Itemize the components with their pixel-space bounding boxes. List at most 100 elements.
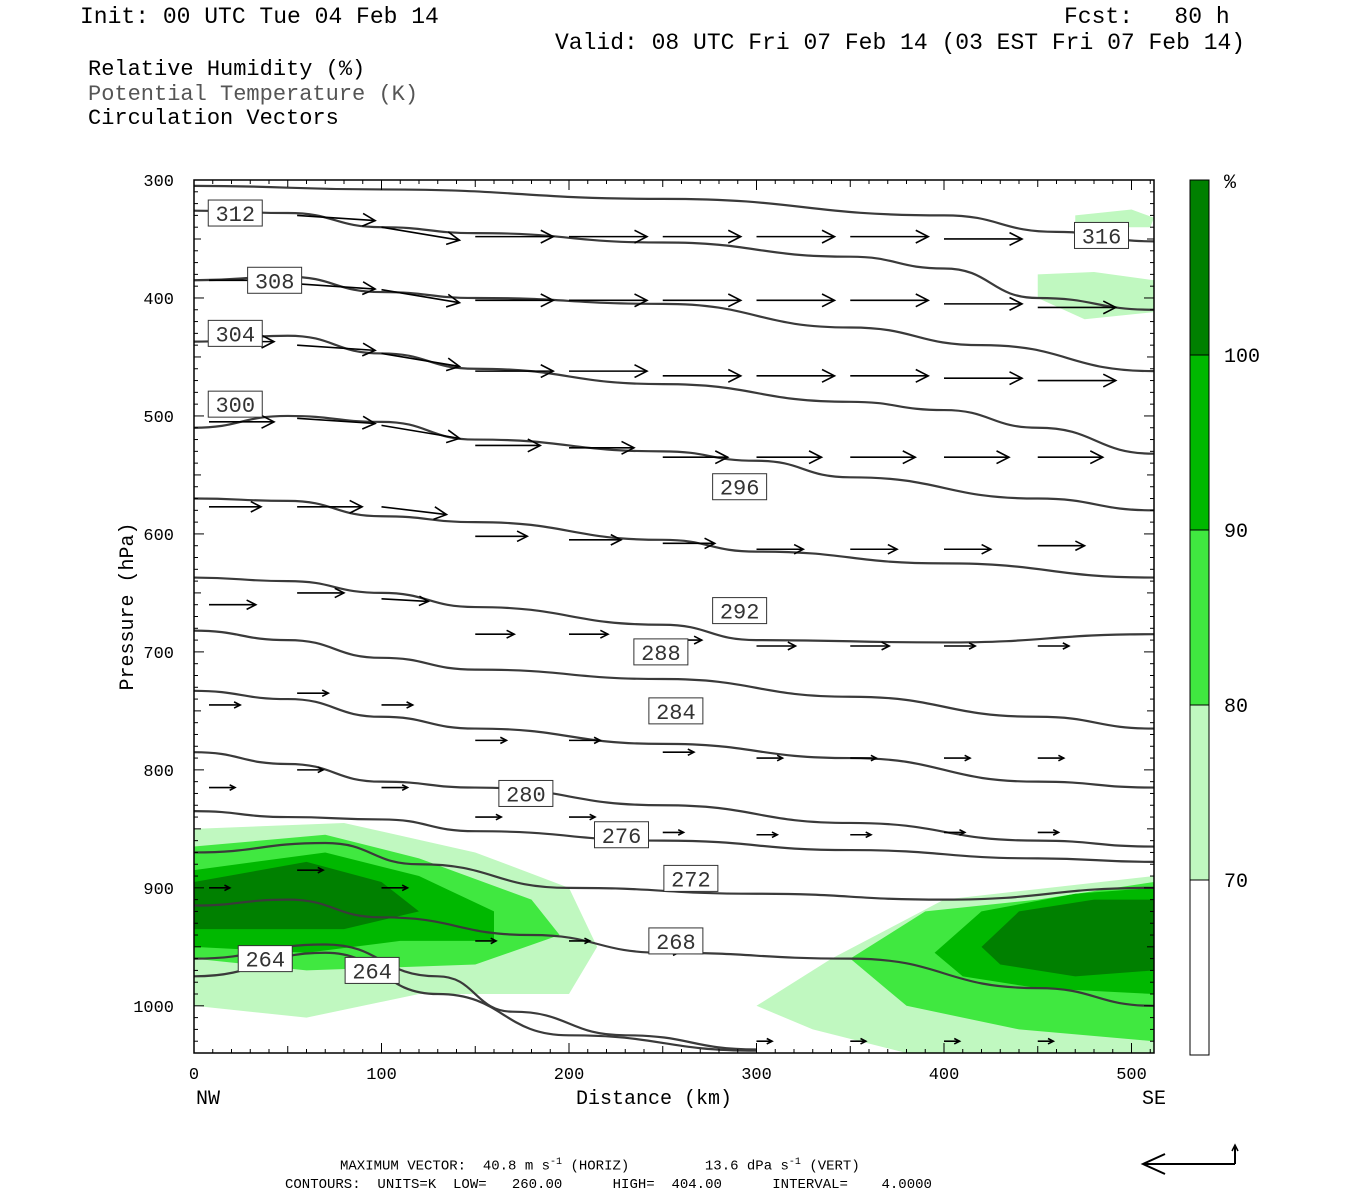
theta-contour-304	[194, 334, 1154, 455]
circulation-vector	[209, 784, 237, 791]
vector-head	[361, 212, 377, 227]
colorbar-unit: %	[1224, 172, 1237, 195]
init-time: Init: 00 UTC Tue 04 Feb 14	[80, 4, 439, 30]
x-tick-label: 200	[554, 1066, 585, 1085]
field-potential-temperature: Potential Temperature (K)	[88, 82, 419, 107]
circulation-vector	[756, 229, 837, 244]
contour-label-box	[594, 821, 649, 849]
contour-label-text: 276	[602, 825, 642, 850]
vector-shaft	[381, 598, 429, 603]
vector-head	[968, 642, 977, 650]
valid-time: Valid: 08 UTC Fri 07 Feb 14 (03 EST Fri …	[555, 30, 1246, 56]
circulation-vector	[381, 701, 415, 709]
vector-head	[808, 450, 824, 465]
contour-label-box	[712, 473, 768, 501]
theta-contour-300	[194, 414, 1154, 512]
vector-head	[361, 342, 377, 357]
vector-head	[793, 543, 806, 555]
circulation-vector	[756, 1037, 774, 1045]
circulation-vector	[297, 212, 377, 227]
contour-label-284: 284	[648, 697, 704, 726]
circulation-vector	[756, 293, 837, 308]
vector-head	[634, 293, 649, 308]
circulation-vector	[944, 543, 993, 555]
vector-head	[881, 641, 892, 651]
circulation-vector	[944, 450, 1011, 465]
y-tick-label: 1000	[133, 999, 174, 1018]
y-tick-label: 900	[143, 881, 174, 900]
circulation-vector	[381, 884, 410, 892]
vector-head	[981, 543, 993, 555]
vector-head	[261, 414, 276, 429]
contour-label-text: 264	[245, 949, 285, 974]
max-vector-note: MAXIMUM VECTOR: 40.8 m s-1 (HORIZ) 13.6 …	[340, 1158, 860, 1174]
circulation-vector	[756, 641, 798, 651]
vector-shaft	[381, 288, 460, 304]
y-tick-label: 600	[143, 527, 174, 546]
vector-head	[771, 831, 780, 839]
y-axis-label: Pressure (hPa)	[117, 522, 140, 690]
contour-label-308: 308	[247, 266, 303, 295]
y-tick-label: 700	[143, 645, 174, 664]
vector-head	[361, 415, 377, 430]
vector-head	[634, 364, 649, 379]
circulation-vector	[850, 641, 892, 651]
vector-head	[418, 595, 431, 607]
circulation-vector	[850, 754, 879, 762]
vector-shaft	[297, 283, 376, 290]
circulation-vector	[944, 231, 1024, 247]
vector-head	[714, 450, 730, 465]
circulation-vector	[944, 754, 972, 762]
vector-head	[593, 736, 602, 745]
contour-label-text: 316	[1082, 225, 1122, 250]
vector-head	[584, 937, 592, 945]
vector-head	[776, 754, 785, 762]
circulation-vector	[662, 748, 696, 756]
vector-head	[677, 828, 686, 836]
vector-head	[902, 450, 918, 465]
circulation-vector	[209, 599, 258, 611]
vector-head	[401, 784, 410, 791]
circulation-vector	[297, 415, 377, 430]
vector-head	[1102, 300, 1118, 315]
vector-head	[860, 1037, 868, 1045]
circulation-vector	[297, 587, 346, 599]
colorbar-label: 100	[1224, 346, 1260, 369]
x-end-label-right: SE	[1142, 1088, 1166, 1111]
vector-head	[621, 440, 636, 455]
circulation-vector	[209, 414, 276, 429]
colorbar-segment	[1190, 180, 1209, 355]
vector-head	[589, 813, 597, 821]
x-end-label-left: NW	[196, 1088, 220, 1111]
contour-label-box	[207, 199, 263, 227]
colorbar-label: 90	[1224, 521, 1248, 544]
circulation-vector	[1037, 373, 1118, 388]
contour-label-box	[648, 697, 704, 725]
circulation-vector	[944, 296, 1024, 311]
circulation-vector	[850, 450, 918, 465]
circulation-vector	[662, 450, 730, 465]
vector-head	[540, 364, 556, 379]
circulation-vector	[1037, 540, 1087, 552]
axes-layer: 0 100 200 300 400 500 300 400 500 600 700 800 900 100…	[117, 173, 1166, 1111]
circulation-vector	[756, 543, 806, 555]
circulation-vector	[381, 595, 431, 607]
contour-label-264: 264	[237, 945, 293, 974]
circulation-vector	[297, 766, 325, 774]
vector-head	[687, 748, 696, 756]
contour-label-box	[498, 779, 554, 807]
vector-head	[915, 368, 931, 383]
vector-head	[490, 937, 498, 945]
circulation-vector	[475, 813, 504, 821]
circulation-vector	[209, 701, 242, 709]
circulation-vector	[756, 368, 837, 383]
contour-label-text: 308	[255, 270, 295, 295]
contour-label-box	[1074, 221, 1129, 249]
colorbar-segment	[1190, 530, 1209, 705]
vector-shaft	[381, 226, 460, 241]
circulation-vector	[569, 937, 592, 945]
vector-head	[401, 884, 410, 892]
vector-head	[499, 736, 509, 745]
circulation-vector	[297, 342, 377, 357]
circulation-vector	[297, 281, 377, 296]
